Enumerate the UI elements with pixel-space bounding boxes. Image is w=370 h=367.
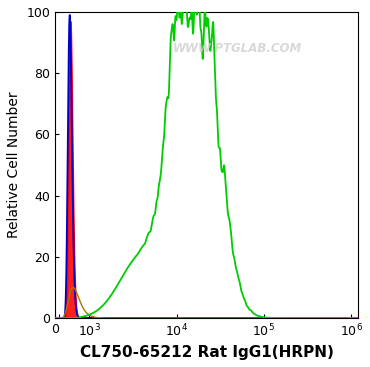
X-axis label: CL750-65212 Rat IgG1(HRPN): CL750-65212 Rat IgG1(HRPN)	[80, 345, 334, 360]
Y-axis label: Relative Cell Number: Relative Cell Number	[7, 92, 21, 238]
Text: WWW.PTGLAB.COM: WWW.PTGLAB.COM	[172, 42, 302, 55]
